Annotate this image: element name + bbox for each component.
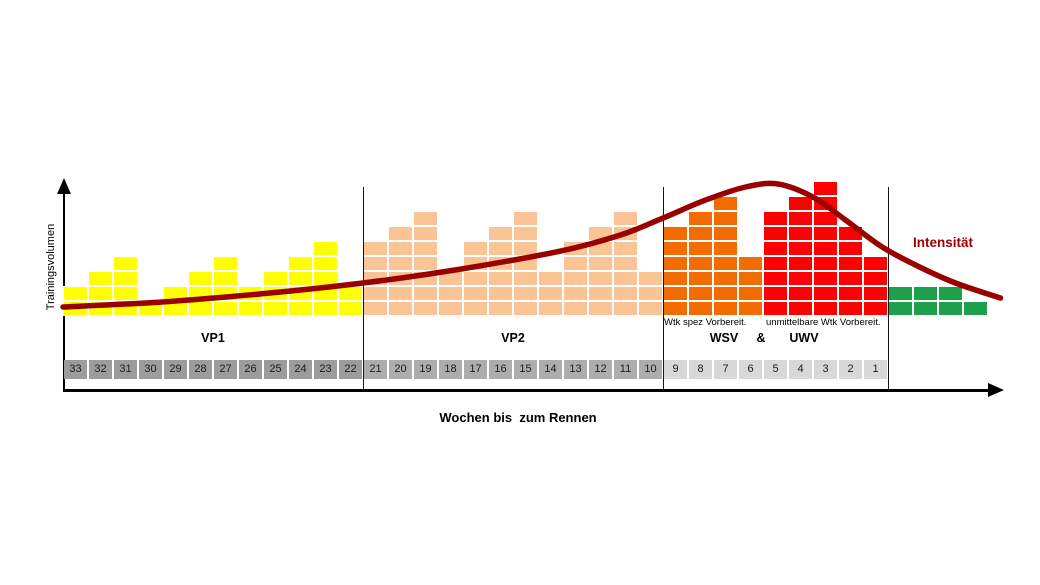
week-number-cell: 13 [564,360,587,379]
week-number-cell: 16 [489,360,512,379]
phase-label-wsv: WSV [709,331,739,345]
x-axis [63,389,990,392]
week-number-cell: 3 [814,360,837,379]
week-number-cell: 1 [864,360,887,379]
phase-label-vp1: VP1 [201,331,225,345]
week-number-cell: 14 [539,360,562,379]
week-number-cell: 32 [89,360,112,379]
week-number-cell: 33 [64,360,87,379]
week-number-cell: 25 [264,360,287,379]
wsv-sublabel: Wtk spez Vorbereit. [664,317,747,328]
week-number-cell: 17 [464,360,487,379]
week-number-cell: 9 [664,360,687,379]
phase-label-ampersand: & [756,331,766,345]
week-number-cell: 15 [514,360,537,379]
week-number-cell: 6 [739,360,762,379]
x-axis-label: Wochen bis zum Rennen [439,410,597,425]
phase-label-uwv: UWV [789,331,819,345]
week-number-cell: 10 [639,360,662,379]
week-number-cell: 31 [114,360,137,379]
x-axis-arrow-icon [988,383,1004,397]
week-number-cell: 7 [714,360,737,379]
week-number-cell: 28 [189,360,212,379]
week-number-cell: 2 [839,360,862,379]
week-number-cell: 19 [414,360,437,379]
week-number-cell: 29 [164,360,187,379]
week-number-cell: 11 [614,360,637,379]
week-number-cell: 30 [139,360,162,379]
week-number-cell: 21 [364,360,387,379]
phase-label-vp2: VP2 [501,331,525,345]
week-number-cell: 5 [764,360,787,379]
week-number-cell: 24 [289,360,312,379]
week-number-cell: 23 [314,360,337,379]
week-number-cell: 27 [214,360,237,379]
week-number-cell: 22 [339,360,362,379]
week-number-cell: 18 [439,360,462,379]
week-number-cell: 4 [789,360,812,379]
week-number-cell: 8 [689,360,712,379]
week-number-cell: 12 [589,360,612,379]
intensity-label: Intensität [913,235,974,250]
week-number-cell: 20 [389,360,412,379]
week-number-cell: 26 [239,360,262,379]
uwv-sublabel: unmittelbare Wtk Vorbereit. [766,317,881,328]
